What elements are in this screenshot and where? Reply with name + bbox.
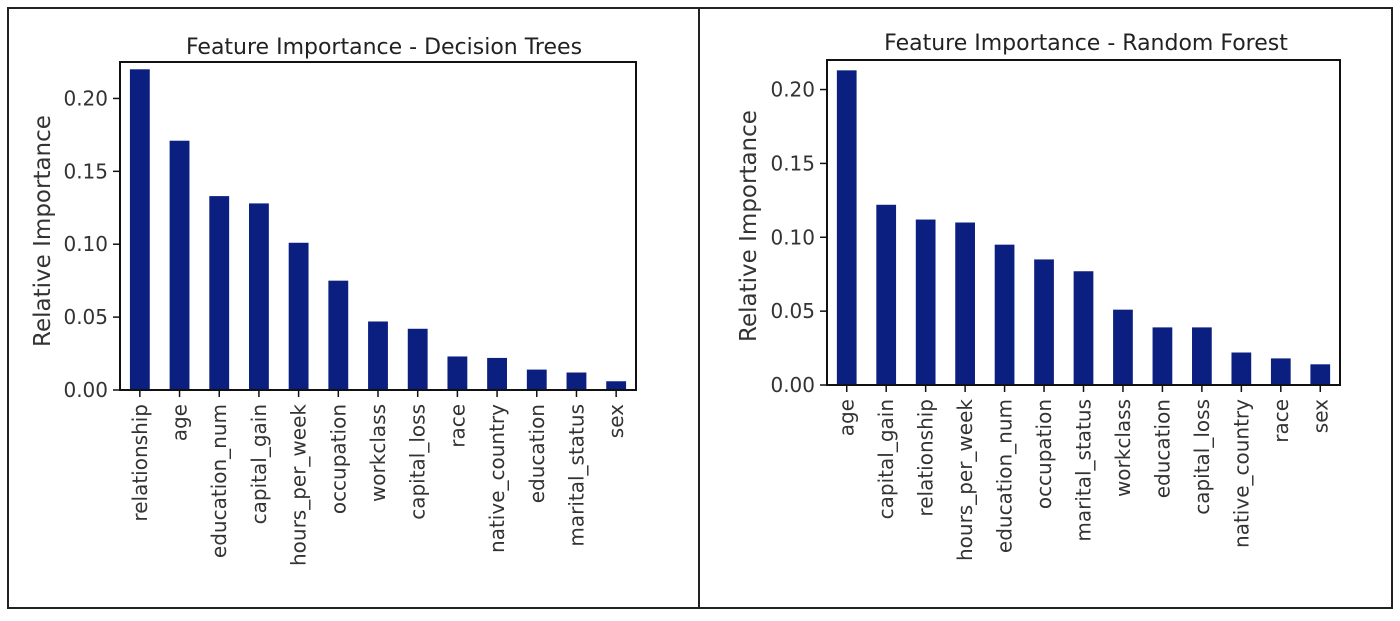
x-tick-label: relationship (914, 399, 938, 517)
y-tick-label: 0.00 (770, 373, 815, 397)
x-tick-label: education (525, 404, 549, 503)
x-tick-label: education_num (207, 404, 231, 558)
bar-capital_loss (407, 328, 428, 390)
y-ticks-group: 0.00 0.05 0.10 0.15 0.20 (770, 78, 827, 397)
x-tick-label: capital_gain (247, 404, 271, 524)
x-tick-label: sex (1308, 399, 1332, 433)
x-ticks-group: relationship age education_num capital_gain… (128, 390, 628, 566)
x-tick-label: capital_gain (874, 399, 898, 519)
x-tick-label: workclass (366, 404, 390, 502)
x-tick-label: marital_status (1072, 399, 1096, 542)
x-tick-label: workclass (1111, 399, 1135, 497)
bars-group (129, 69, 627, 391)
x-tick-label: occupation (326, 404, 350, 514)
bar-workclass (1113, 309, 1133, 385)
y-tick-label: 0.10 (770, 225, 815, 249)
bar-native_country (487, 357, 507, 390)
bar-education_num (994, 244, 1015, 385)
y-axis-label: Relative Importance (30, 115, 56, 347)
x-ticks-group: age capital_gain relationship hours_per_wee… (835, 385, 1332, 561)
x-tick-label: age (835, 399, 859, 436)
y-tick-label: 0.05 (770, 299, 815, 323)
bar-marital_status (1073, 271, 1094, 385)
y-tick-label: 0.00 (63, 378, 108, 402)
x-tick-label: occupation (1032, 399, 1056, 509)
y-ticks-group: 0.00 0.05 0.10 0.15 0.20 (63, 86, 120, 402)
y-tick-label: 0.15 (63, 159, 108, 183)
y-tick-label: 0.20 (770, 78, 815, 102)
x-tick-label: race (1269, 399, 1293, 443)
y-tick-label: 0.20 (63, 86, 108, 110)
bar-relationship (915, 219, 936, 385)
x-tick-label: age (168, 404, 192, 441)
x-tick-label: native_country (485, 404, 509, 553)
bar-hours_per_week (955, 222, 975, 385)
y-tick-label: 0.10 (63, 232, 108, 256)
axes-frame (826, 59, 1341, 386)
chart-title: Feature Importance - Decision Trees (186, 35, 582, 60)
bar-education (526, 369, 547, 390)
x-tick-label: hours_per_week (953, 399, 977, 561)
x-tick-label: race (445, 404, 469, 448)
bar-occupation (328, 280, 349, 390)
x-tick-label: capital_loss (406, 404, 430, 520)
decision-trees-chart: Feature Importance - Decision Trees Rela… (30, 35, 637, 566)
bar-workclass (368, 321, 388, 390)
x-tick-label: sex (604, 404, 628, 438)
bars-group (836, 70, 1331, 385)
x-tick-label: education_num (993, 399, 1017, 553)
x-tick-label: capital_loss (1190, 399, 1214, 515)
bar-native_country (1231, 352, 1252, 385)
left-panel-frame (7, 7, 700, 609)
x-tick-label: relationship (128, 404, 152, 522)
bar-race (447, 356, 468, 390)
x-tick-label: hours_per_week (287, 404, 311, 566)
random-forest-chart: Feature Importance - Random Forest Relat… (736, 31, 1341, 561)
bar-education (1152, 327, 1173, 385)
bar-occupation (1034, 259, 1054, 385)
bar-age (836, 70, 857, 385)
bar-sex (606, 381, 627, 390)
chart-title: Feature Importance - Random Forest (884, 31, 1288, 56)
y-tick-label: 0.05 (63, 305, 108, 329)
bar-marital_status (566, 372, 587, 390)
y-axis-label: Relative Importance (736, 110, 762, 342)
bar-capital_gain (876, 204, 897, 385)
bar-education_num (209, 196, 230, 390)
bar-hours_per_week (288, 242, 309, 390)
bar-capital_gain (249, 203, 269, 390)
right-panel-frame (698, 7, 1393, 609)
bar-age (169, 140, 190, 390)
bar-capital_loss (1192, 327, 1212, 385)
x-tick-label: native_country (1229, 399, 1253, 548)
x-tick-label: marital_status (564, 404, 588, 547)
bar-sex (1310, 364, 1331, 385)
bar-race (1270, 358, 1291, 385)
axes-frame (119, 61, 637, 391)
bar-relationship (129, 69, 150, 391)
y-tick-label: 0.15 (770, 151, 815, 175)
x-tick-label: education (1150, 399, 1174, 498)
